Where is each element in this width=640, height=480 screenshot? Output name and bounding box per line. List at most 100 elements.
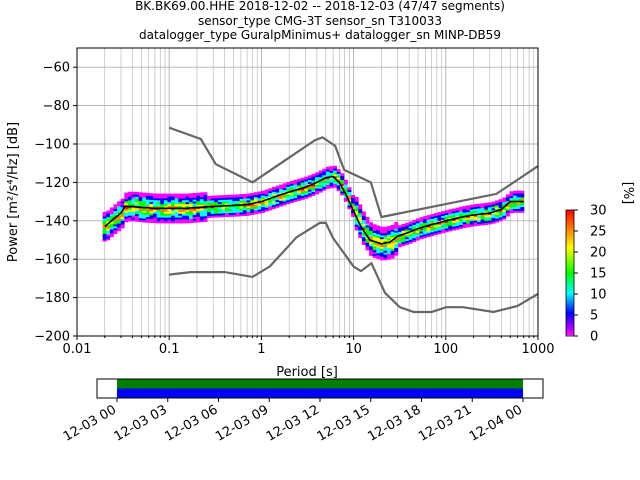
histogram-cell	[109, 207, 114, 211]
histogram-cell	[455, 215, 460, 219]
histogram-cell	[109, 222, 114, 226]
histogram-cell	[261, 194, 265, 198]
histogram-cell	[513, 198, 517, 202]
histogram-cell	[444, 214, 449, 217]
histogram-cell	[311, 179, 316, 183]
psd-histogram	[102, 165, 525, 261]
histogram-cell	[351, 200, 355, 204]
histogram-cell	[196, 215, 201, 219]
histogram-cell	[135, 191, 139, 195]
histogram-cell	[462, 221, 467, 225]
histogram-cell	[502, 199, 507, 203]
histogram-cell	[127, 218, 132, 222]
histogram-cell	[185, 208, 190, 212]
histogram-cell	[102, 219, 107, 223]
histogram-cell	[423, 216, 427, 219]
histogram-cell	[167, 210, 172, 214]
histogram-cell	[354, 204, 359, 208]
histogram-cell	[426, 219, 431, 222]
histogram-cell	[343, 187, 348, 191]
histogram-cell	[135, 207, 139, 211]
histogram-cell	[343, 195, 348, 198]
histogram-cell	[336, 188, 341, 192]
histogram-cell	[153, 220, 157, 224]
histogram-cell	[156, 208, 161, 212]
histogram-cell	[261, 206, 265, 209]
histogram-cell	[271, 206, 276, 210]
histogram-cell	[459, 220, 463, 224]
histogram-cell	[325, 172, 330, 176]
histogram-cell	[318, 170, 323, 174]
histogram-cell	[221, 202, 226, 206]
histogram-cell	[113, 217, 118, 221]
histogram-cell	[163, 214, 168, 218]
histogram-cell	[307, 190, 312, 194]
histogram-cell	[131, 193, 136, 197]
histogram-cell	[444, 225, 449, 229]
histogram-cell	[106, 220, 111, 223]
histogram-cell	[163, 212, 168, 216]
histogram-cell	[487, 221, 492, 225]
histogram-cell	[214, 201, 219, 205]
histogram-cell	[178, 216, 183, 220]
histogram-cell	[354, 221, 359, 225]
histogram-cell	[243, 207, 247, 211]
histogram-cell	[329, 172, 334, 175]
histogram-cell	[268, 192, 273, 195]
histogram-cell	[315, 183, 319, 187]
histogram-cell	[203, 192, 208, 196]
histogram-cell	[149, 200, 154, 204]
histogram-cell	[142, 217, 147, 221]
histogram-cell	[365, 247, 370, 251]
histogram-cell	[502, 207, 507, 210]
histogram-cell	[131, 197, 136, 201]
histogram-cell	[347, 189, 352, 192]
colorbar-ticks: 0 5 10 15 20 25 30	[574, 204, 607, 345]
histogram-cell	[189, 199, 193, 202]
histogram-cell	[221, 198, 226, 202]
histogram-cell	[502, 209, 507, 212]
histogram-cell	[372, 235, 377, 239]
histogram-cell	[437, 229, 442, 233]
histogram-cell	[372, 247, 377, 251]
histogram-cell	[124, 198, 129, 202]
histogram-cell	[365, 241, 370, 245]
histogram-cell	[365, 232, 370, 236]
histogram-cell	[383, 236, 388, 240]
histogram-cell	[361, 211, 366, 215]
histogram-cell	[376, 252, 381, 256]
histogram-cell	[153, 203, 157, 206]
histogram-cell	[153, 205, 157, 208]
histogram-cell	[235, 194, 240, 198]
histogram-cell	[149, 214, 154, 218]
histogram-cell	[171, 214, 175, 218]
histogram-cell	[174, 199, 179, 203]
histogram-cell	[257, 199, 262, 203]
histogram-cell	[199, 207, 204, 211]
histogram-cell	[361, 242, 366, 245]
histogram-cell	[354, 210, 359, 214]
histogram-cell	[480, 220, 485, 224]
histogram-cell	[394, 252, 399, 256]
histogram-cell	[160, 220, 165, 224]
histogram-cell	[433, 213, 438, 216]
histogram-cell	[505, 211, 510, 215]
histogram-cell	[250, 206, 255, 210]
histogram-cell	[257, 203, 262, 206]
histogram-cell	[451, 214, 456, 218]
histogram-cell	[192, 193, 197, 196]
histogram-cell	[279, 203, 283, 207]
histogram-cell	[412, 220, 417, 223]
histogram-cell	[289, 200, 294, 203]
histogram-cell	[185, 212, 190, 216]
histogram-cell	[106, 216, 111, 220]
histogram-cell	[250, 194, 255, 198]
histogram-cell	[199, 202, 204, 205]
histogram-cell	[351, 198, 355, 202]
histogram-cell	[127, 203, 132, 207]
histogram-cell	[408, 236, 413, 240]
histogram-cell	[376, 237, 381, 240]
histogram-cell	[426, 220, 431, 224]
histogram-cell	[135, 199, 139, 203]
histogram-cell	[469, 218, 474, 222]
